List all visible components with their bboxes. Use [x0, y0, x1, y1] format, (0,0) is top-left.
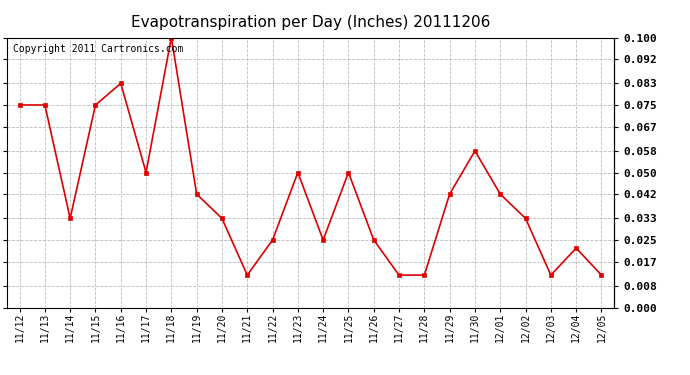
- Text: Evapotranspiration per Day (Inches) 20111206: Evapotranspiration per Day (Inches) 2011…: [131, 15, 490, 30]
- Text: Copyright 2011 Cartronics.com: Copyright 2011 Cartronics.com: [13, 44, 184, 54]
